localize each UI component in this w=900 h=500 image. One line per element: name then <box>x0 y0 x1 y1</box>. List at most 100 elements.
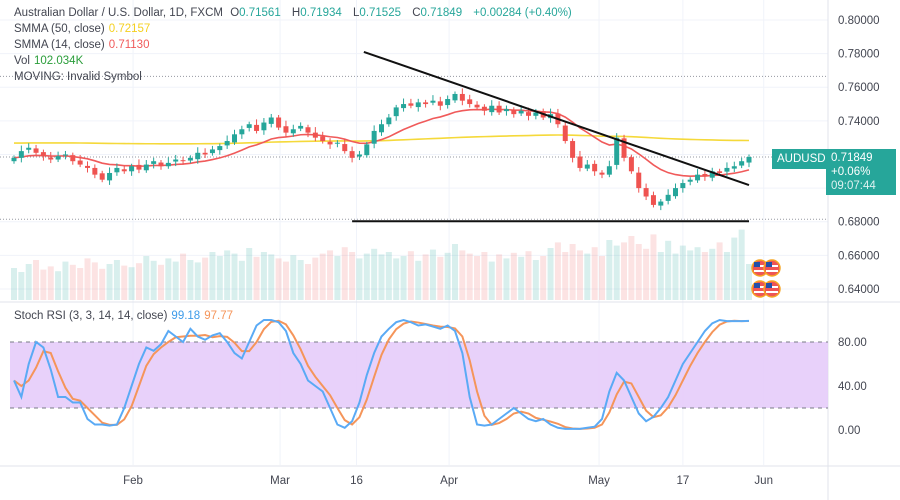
candle <box>650 191 656 208</box>
volume-bar <box>393 258 400 300</box>
volume-bar <box>576 250 583 300</box>
candle-body <box>717 171 723 173</box>
volume-bar <box>665 240 672 300</box>
candle <box>592 160 598 176</box>
candle <box>187 155 193 164</box>
us-event-flag-icon[interactable] <box>763 280 781 298</box>
candle-body <box>562 125 568 142</box>
candle <box>209 145 215 156</box>
smma50-legend[interactable]: SMMA (50, close) 0.72157 <box>14 23 154 35</box>
candle <box>636 167 642 193</box>
moving-legend[interactable]: MOVING: Invalid Symbol <box>14 71 146 83</box>
candle-body <box>481 106 487 111</box>
candle <box>709 167 715 182</box>
candle <box>562 122 568 144</box>
volume-legend[interactable]: Vol 102.034K <box>14 55 87 67</box>
volume-bar <box>518 256 525 300</box>
candle <box>136 159 142 174</box>
candle-body <box>680 183 686 189</box>
candle <box>628 154 634 174</box>
candle <box>621 134 627 162</box>
us-event-flag-icon[interactable] <box>763 259 781 277</box>
volume-bar <box>650 234 657 300</box>
candle-body <box>276 117 282 128</box>
candle <box>92 164 98 179</box>
trendline <box>363 50 750 187</box>
volume-bar <box>584 253 591 300</box>
volume-bar <box>18 272 25 300</box>
volume-bar <box>128 267 135 300</box>
volume-bar <box>444 252 451 300</box>
candle-body <box>731 166 737 169</box>
symbol-title: Australian Dollar / U.S. Dollar, 1D, FXC… <box>14 7 223 19</box>
stoch-tick-label: 80.00 <box>838 337 867 349</box>
candle <box>349 146 355 163</box>
volume-bar <box>716 242 723 300</box>
volume-bar <box>437 256 444 300</box>
candle <box>165 157 171 169</box>
candle-body <box>151 161 157 164</box>
candle <box>327 138 333 149</box>
us-event-flag-icon[interactable] <box>751 280 769 298</box>
candle <box>26 143 32 154</box>
candle-body <box>209 149 215 154</box>
volume-bar <box>334 256 341 300</box>
volume-bar <box>180 253 187 300</box>
candle <box>48 151 54 164</box>
candle <box>283 120 289 138</box>
candle-body <box>386 117 392 125</box>
candle-body <box>356 154 362 157</box>
volume-bar <box>150 260 157 300</box>
volume-bar <box>452 244 458 300</box>
volume-bar <box>84 258 91 300</box>
volume-bar <box>731 237 738 300</box>
candle-body <box>709 171 715 178</box>
volume-bar <box>11 268 17 300</box>
candle <box>393 104 399 121</box>
volume-bar <box>312 257 319 300</box>
candle-body <box>599 172 605 175</box>
last-price: 0.71849 <box>831 152 873 164</box>
candle-body <box>261 122 267 131</box>
bar-countdown: 09:07:44 <box>831 180 876 192</box>
volume-bar <box>260 252 267 300</box>
candle-body <box>217 146 223 151</box>
volume-bar <box>275 258 282 300</box>
volume-bar <box>371 248 378 300</box>
volume-bar <box>69 264 76 300</box>
us-event-flag-icon[interactable] <box>751 259 769 277</box>
volume-bar <box>282 261 289 300</box>
volume-bar <box>25 264 32 300</box>
volume-bar <box>121 265 128 300</box>
candle-body <box>195 152 201 160</box>
smma14-legend[interactable]: SMMA (14, close) 0.71130 <box>14 39 153 51</box>
time-tick-label: May <box>588 475 610 487</box>
stoch-legend[interactable]: Stoch RSI (3, 3, 14, 14, close) 99.18 97.7… <box>14 310 237 322</box>
stoch-label: Stoch RSI (3, 3, 14, 14, close) <box>14 310 168 322</box>
candle-body <box>739 161 745 166</box>
candle <box>584 160 590 172</box>
candle <box>408 98 414 109</box>
candle <box>129 163 135 176</box>
candle-body <box>371 130 377 144</box>
flag-stripe <box>766 270 778 272</box>
candle <box>415 98 421 112</box>
candle-body <box>379 124 384 133</box>
candle-body <box>40 152 46 157</box>
volume-bar <box>554 242 561 300</box>
open-number: 0.71561 <box>239 7 281 19</box>
volume-bar <box>305 264 311 300</box>
candle <box>114 163 120 176</box>
high-number: 0.71934 <box>300 7 342 19</box>
candle <box>40 149 46 161</box>
candle <box>143 160 149 173</box>
volume-bar <box>99 268 106 300</box>
volume-bar <box>143 256 150 300</box>
volume-value: 102.034K <box>34 55 84 67</box>
volume-bar <box>194 262 201 300</box>
candle-body <box>283 126 289 133</box>
candle <box>342 138 348 154</box>
candle <box>33 144 39 156</box>
candle <box>254 119 260 134</box>
